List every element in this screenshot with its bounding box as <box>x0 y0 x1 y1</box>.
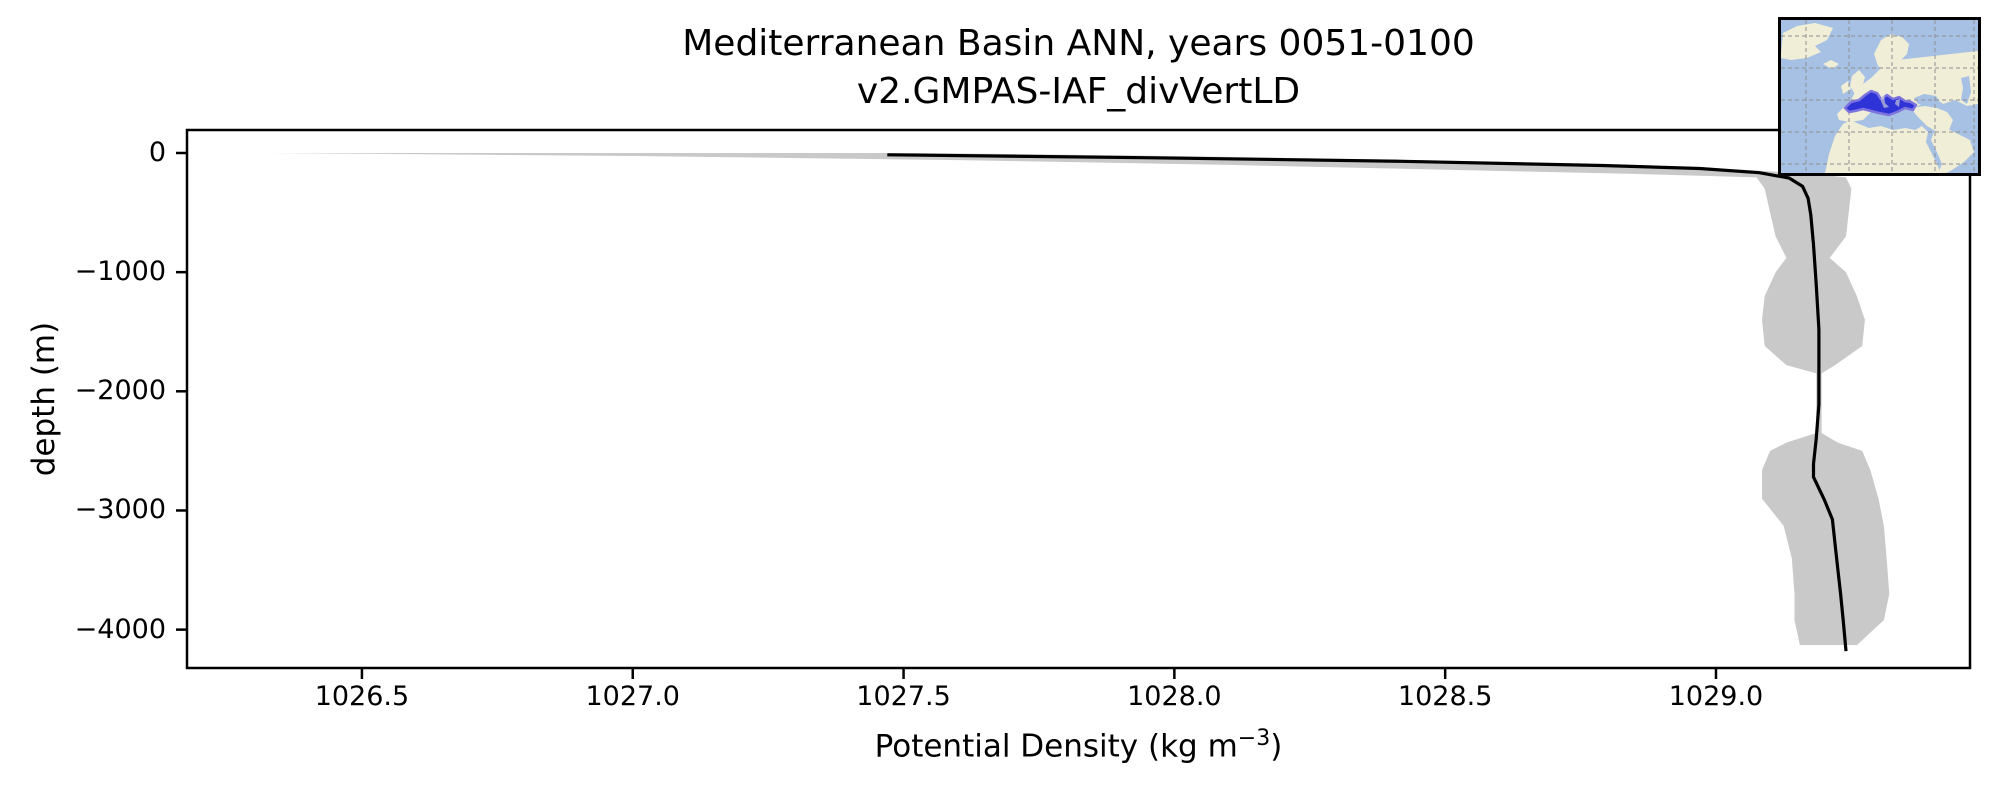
inset-highlight-region <box>1843 89 1918 117</box>
mean-profile-line <box>887 153 1848 652</box>
x-tick-label: 1028.0 <box>1127 681 1222 712</box>
plot-spines <box>185 128 1972 670</box>
x-axis-label: Potential Density (kg m−3) <box>874 726 1283 765</box>
x-tick-label: 1027.0 <box>585 681 680 712</box>
inset-inland-water <box>1914 76 1971 106</box>
x-tick-label: 1028.5 <box>1397 681 1493 712</box>
x-axis-label-superscript: −3 <box>1237 726 1271 751</box>
density-envelope-shading <box>269 153 1890 646</box>
chart-title-line1: Mediterranean Basin ANN, years 0051-0100 <box>682 23 1475 64</box>
y-tick-label: −4000 <box>74 613 166 645</box>
y-tick-label: −1000 <box>74 256 166 288</box>
inset-highlight-islands <box>1881 94 1900 108</box>
x-tick-label: 1026.5 <box>314 681 410 712</box>
y-tick-label: −3000 <box>74 494 166 526</box>
inset-map-svg <box>1781 20 1978 173</box>
y-tick-label: 0 <box>148 136 166 168</box>
y-tick-label: −2000 <box>74 375 166 407</box>
inset-map <box>1778 17 1981 176</box>
x-tick-label: 1029.0 <box>1668 681 1764 712</box>
chart-title-line2: v2.GMPAS-IAF_divVertLD <box>856 71 1301 112</box>
inset-land <box>1781 23 1978 173</box>
x-tick-label: 1027.5 <box>856 681 951 712</box>
chart-title: Mediterranean Basin ANN, years 0051-0100… <box>187 20 1970 116</box>
